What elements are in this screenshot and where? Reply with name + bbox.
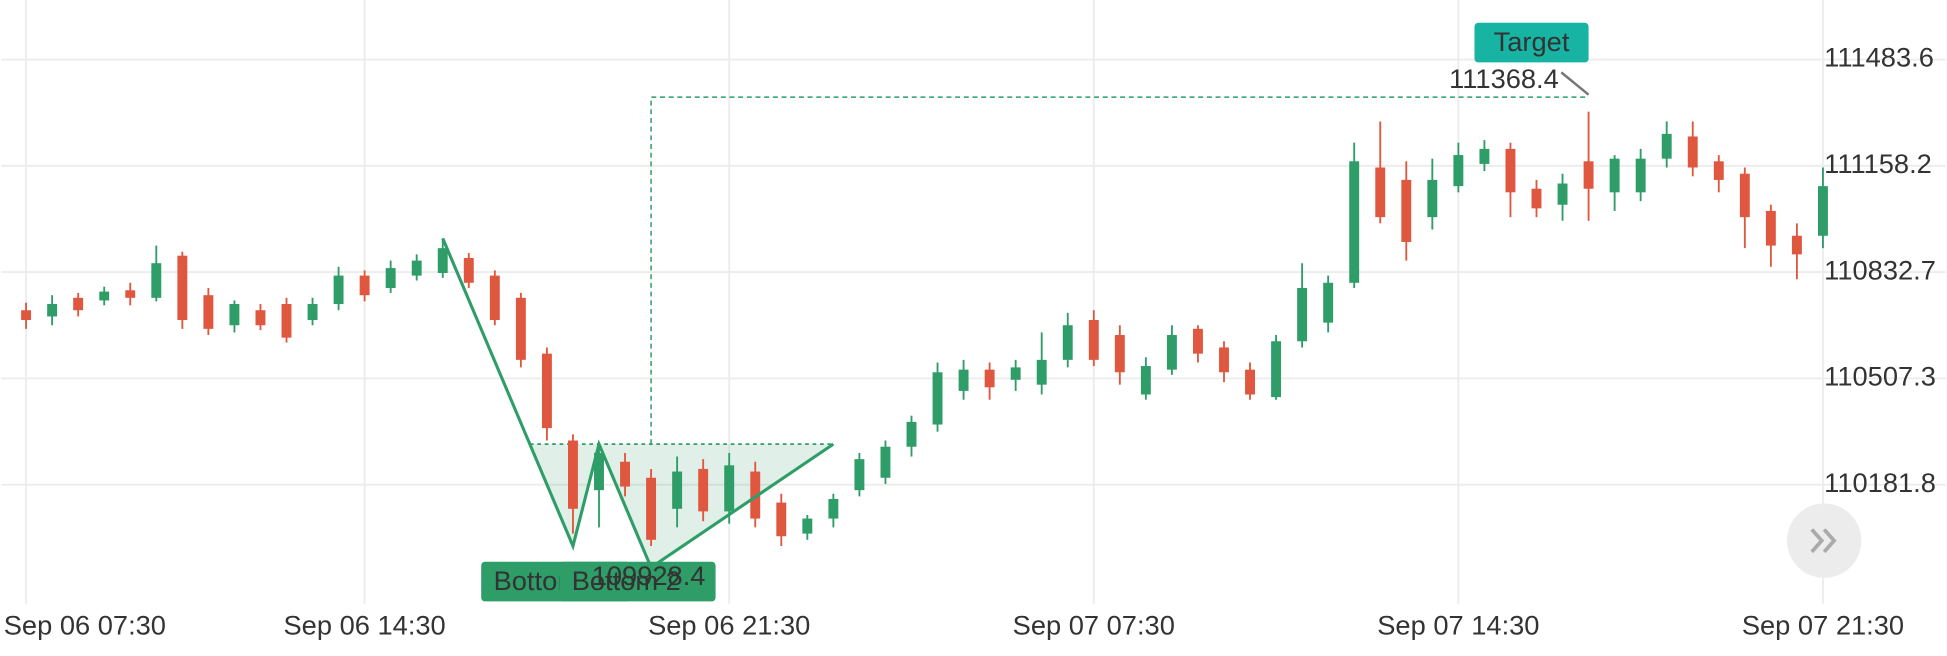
candle-body (750, 471, 761, 519)
scroll-button[interactable] (1786, 503, 1862, 578)
candle-body (151, 263, 162, 298)
candle-body (99, 291, 110, 301)
candle-body (515, 297, 526, 360)
target-pointer (1560, 71, 1590, 96)
candle-body (1583, 161, 1594, 189)
candle-body (125, 290, 136, 298)
candle-body (1297, 288, 1308, 342)
candle-body (1739, 173, 1750, 218)
candle-body (698, 468, 709, 512)
candle-body (1219, 347, 1229, 373)
y-tick-label: 110832.7 (1824, 254, 1936, 285)
x-tick-label: Sep 07 21:30 (1742, 610, 1904, 641)
candles (21, 111, 1828, 547)
candle-body (672, 471, 683, 509)
target-line (650, 96, 1589, 445)
y-tick-label: 111158.2 (1824, 148, 1932, 179)
candle-body (1062, 325, 1073, 360)
candle-body (463, 257, 474, 283)
candle-body (594, 452, 604, 491)
candle-body (385, 268, 396, 289)
candle-body (1765, 210, 1776, 246)
target-label: Target (1494, 26, 1570, 57)
candle-body (437, 248, 448, 273)
x-tick-label: Sep 06 07:30 (4, 610, 166, 641)
candle-body (1609, 158, 1620, 193)
candle-body (1192, 328, 1203, 354)
candle-body (1088, 320, 1099, 360)
candle-body (1635, 158, 1646, 193)
candle-body (1557, 183, 1568, 205)
candle-body (489, 275, 500, 321)
candle-body (1427, 179, 1438, 218)
candle-body (646, 477, 657, 540)
candle-body (541, 353, 552, 429)
candle-body (854, 459, 865, 491)
candle-body (47, 304, 58, 317)
x-tick-label: Sep 07 14:30 (1377, 610, 1539, 641)
candle-body (932, 372, 943, 425)
candle-body (620, 461, 630, 487)
candle-body (1661, 133, 1672, 159)
candle-body (1349, 161, 1360, 283)
target-box (1474, 22, 1589, 63)
candle-body (177, 255, 188, 321)
grid: 110181.8 110507.3 110832.7 111158.2 111483.6… (1, 0, 1946, 641)
candle-body (1375, 167, 1386, 218)
candle-body (255, 310, 266, 326)
candle-body (1036, 359, 1047, 385)
candle-body (567, 440, 578, 509)
candle-body (1271, 341, 1282, 398)
candle-body (906, 421, 917, 447)
candle-body (1010, 367, 1021, 380)
candle-body (1479, 148, 1490, 164)
candle-body (1791, 235, 1802, 255)
candle-body (958, 369, 969, 391)
candle-body (1401, 179, 1412, 242)
candle-body (1687, 136, 1698, 168)
candle-body (880, 446, 891, 478)
candle-body (1453, 155, 1464, 187)
candle-body (984, 369, 995, 388)
candle-body (828, 498, 839, 519)
x-tick-label: Sep 06 14:30 (284, 610, 446, 641)
candle-body (411, 260, 422, 276)
candle-body (333, 275, 344, 305)
y-tick-label: 110181.8 (1824, 467, 1936, 498)
candle-body (1323, 282, 1334, 323)
candle-body (1713, 161, 1724, 180)
candle-body (724, 465, 735, 512)
candle-body (1531, 188, 1542, 209)
candle-body (1114, 335, 1125, 373)
bottom-value: 109928.4 (592, 560, 706, 591)
candle-body (281, 304, 292, 338)
bottom-box (559, 561, 716, 602)
candle-body (1140, 366, 1151, 395)
candle-body (1817, 186, 1828, 236)
candle-body (1245, 369, 1255, 395)
bottom-label: Bottom 2 (572, 565, 681, 596)
x-tick-label: Sep 06 21:30 (648, 610, 810, 641)
x-tick-label: Sep 07 07:30 (1013, 610, 1175, 641)
candle-body (229, 304, 240, 326)
pattern-line (441, 237, 835, 570)
candle-body (1505, 148, 1516, 193)
candle-body (776, 502, 787, 537)
candle-body (1166, 335, 1177, 370)
target-value: 111368.4 (1449, 63, 1559, 94)
candle-body (73, 297, 84, 311)
candle-body (307, 304, 318, 321)
candle-body (21, 310, 32, 321)
button-icon[interactable] (1810, 528, 1837, 554)
candle-body (802, 518, 813, 534)
y-tick-label: 111483.6 (1824, 42, 1934, 73)
candle-body (359, 275, 370, 296)
y-tick-label: 110507.3 (1824, 361, 1936, 392)
candle-body (203, 295, 214, 329)
